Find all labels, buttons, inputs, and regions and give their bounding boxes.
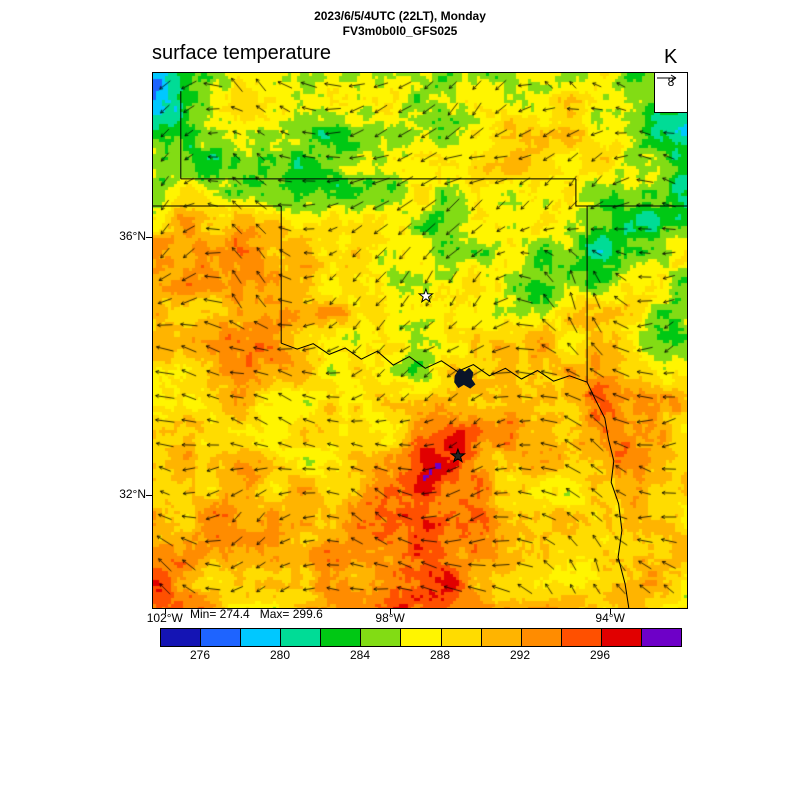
lat-axis-tick: [146, 494, 152, 496]
colorbar-segment: [601, 629, 642, 646]
colorbar-segment: [561, 629, 602, 646]
lon-axis-tick: [164, 608, 166, 614]
field-minmax: Min= 274.4 Max= 299.6: [190, 607, 333, 621]
colorbar-tick-label: 280: [269, 648, 291, 662]
lon-tick-label: 102°W: [146, 611, 183, 625]
colorbar-segment: [281, 629, 322, 646]
colorbar-segment: [401, 629, 442, 646]
lat-tick-label: 32°N: [119, 486, 146, 501]
field-max-label: Max= 299.6: [259, 607, 323, 621]
plot-title: surface temperature: [152, 42, 331, 64]
colorbar-tick-label: 288: [429, 648, 451, 662]
colorbar-segment: [361, 629, 402, 646]
colorbar-segment: [481, 629, 522, 646]
colorbar-tick-label: 276: [189, 648, 211, 662]
colorbar-segment: [161, 629, 202, 646]
colorbar-tick-label: 284: [349, 648, 371, 662]
colorbar-tick-label: 292: [509, 648, 531, 662]
lat-tick-label: 36°N: [119, 228, 146, 243]
colorbar-segment: [201, 629, 242, 646]
colorbar: [160, 628, 682, 647]
colorbar-segment: [321, 629, 362, 646]
lon-axis-tick: [390, 608, 392, 614]
colorbar-segment: [441, 629, 482, 646]
field-min-label: Min= 274.4: [190, 607, 250, 621]
colorbar-segment: [241, 629, 282, 646]
lon-tick-label: 94°W: [595, 611, 625, 625]
colorbar-segment: [521, 629, 562, 646]
header-model-name: FV3m0b0l0_GFS025: [342, 24, 458, 38]
reference-vector-box: 8: [654, 73, 687, 113]
lon-axis-tick: [610, 608, 612, 614]
header-datetime: 2023/6/5/4UTC (22LT), Monday: [314, 9, 486, 23]
units-label: K: [664, 46, 678, 68]
lat-axis-tick: [146, 236, 152, 238]
lon-tick-label: 98°W: [375, 611, 405, 625]
reference-vector-value: 8: [667, 75, 675, 89]
colorbar-tick-label: 296: [589, 648, 611, 662]
colorbar-segment: [641, 629, 682, 646]
map-frame: 8: [152, 72, 688, 609]
temperature-field-canvas: [153, 73, 687, 608]
